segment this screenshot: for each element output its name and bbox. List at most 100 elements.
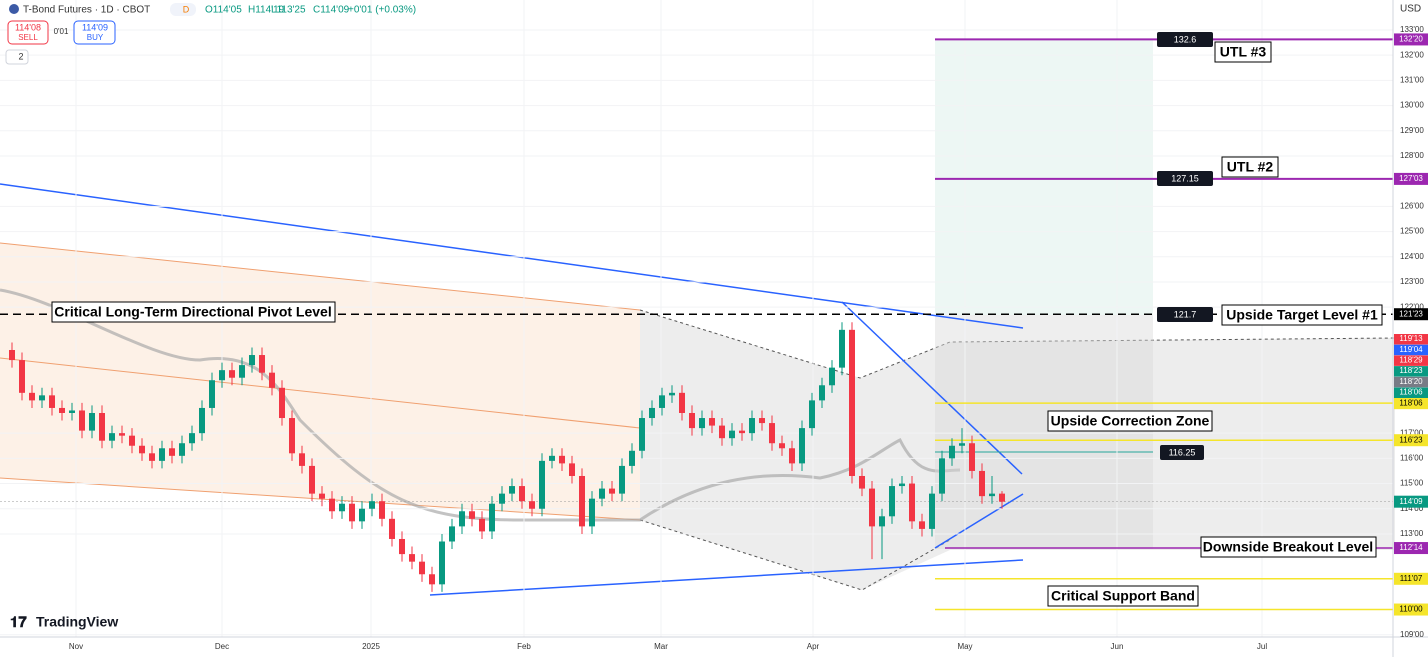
candle-body [139, 445, 145, 454]
indicator-toggle[interactable] [5, 49, 29, 65]
candle-body [569, 463, 575, 476]
annotation-box [1214, 41, 1272, 63]
candle-body [79, 410, 85, 431]
price-tag [1394, 434, 1428, 447]
annotation-box [1200, 536, 1377, 558]
x-tick-label: Jun [1111, 642, 1124, 651]
annotation: UTL #2 [1227, 159, 1274, 175]
small-tag [1157, 307, 1213, 322]
x-tick-label: Mar [654, 642, 668, 651]
candle-body [229, 370, 235, 378]
candle-body [779, 443, 785, 449]
buy-button[interactable] [73, 20, 116, 45]
candle-body [709, 418, 715, 426]
candle-body [579, 475, 585, 527]
candle-body [839, 329, 845, 368]
candle-body [69, 410, 75, 413]
sell-label[interactable]: SELL [18, 33, 38, 42]
annotations: Critical Long-Term Directional Pivot Lev… [51, 32, 1383, 607]
price-tag [1394, 572, 1428, 585]
candle-body [849, 329, 855, 476]
annotation: Critical Support Band [1051, 588, 1195, 604]
candle-body [879, 516, 885, 527]
candle-body [159, 448, 165, 461]
price-tag [1394, 376, 1428, 388]
price-tag [1394, 542, 1428, 555]
candle-body [459, 511, 465, 527]
annotation: UTL #3 [1220, 44, 1267, 60]
candle-body [379, 501, 385, 519]
candle-body [429, 574, 435, 585]
candle-body [439, 541, 445, 585]
trend-line [841, 301, 1023, 475]
currency: USD [1400, 4, 1421, 15]
candle-body [409, 554, 415, 562]
candle-body [499, 493, 505, 504]
candle-body [209, 380, 215, 408]
y-tick-label: 130'00 [1400, 101, 1424, 110]
candle-body [189, 433, 195, 444]
y-tick-label: 132'00 [1400, 50, 1424, 59]
candle-body [789, 448, 795, 464]
indicator-count[interactable]: 2 [18, 51, 23, 61]
candle-body [519, 486, 525, 502]
price-tag [1394, 344, 1428, 356]
candle-body [559, 455, 565, 464]
annotation: Downside Breakout Level [1203, 539, 1373, 555]
annotation-box [1047, 585, 1199, 607]
candle-body [49, 395, 55, 408]
sell-price[interactable]: 114'08 [15, 22, 41, 32]
sell-button[interactable] [7, 20, 49, 45]
candle-body [649, 407, 655, 419]
y-tick-label: 113'00 [1400, 529, 1424, 538]
channel-line [0, 477, 641, 521]
ohlc-change: +0'01 (+0.03%) [348, 5, 416, 16]
candle-body [199, 407, 205, 434]
price-tag [1394, 387, 1428, 398]
y-tick-label: 128'00 [1400, 151, 1424, 160]
price-tag-label: 118'06 [1399, 388, 1423, 397]
price-tag-label: 121'23 [1399, 309, 1423, 318]
candle-body [629, 450, 635, 466]
small-tag-text: 116.25 [1169, 447, 1196, 457]
small-tag-text: 127.15 [1171, 173, 1199, 183]
candle-body [899, 483, 905, 487]
candle-body [909, 483, 915, 522]
price-tag [1394, 334, 1428, 345]
candle-body [179, 443, 185, 456]
annotation-box [51, 301, 336, 323]
candle-body [489, 503, 495, 532]
candle-body [719, 425, 725, 439]
small-tag-text: 132.6 [1174, 34, 1197, 44]
x-tick-label: May [957, 642, 972, 651]
spread: 0'01 [54, 27, 69, 36]
price-tag-label: 111'07 [1400, 574, 1423, 583]
price-tag [1394, 603, 1428, 616]
y-tick-label: 124'00 [1400, 252, 1424, 261]
candle-body [869, 488, 875, 527]
trend-line [0, 183, 1024, 329]
x-tick-label: 2025 [362, 642, 380, 651]
trend-line [934, 493, 1024, 549]
candle-body [969, 443, 975, 471]
y-tick-label: 125'00 [1400, 227, 1424, 236]
y-tick-label: 126'00 [1400, 201, 1424, 210]
candle-body [809, 400, 815, 429]
price-tag [1394, 308, 1428, 321]
candle-body [309, 465, 315, 494]
buy-price[interactable]: 114'09 [82, 22, 108, 32]
y-tick-label: 122'00 [1400, 302, 1424, 311]
band-line [0, 288, 961, 522]
header: T-Bond Futures · 1D · CBOT D O114'05 H11… [5, 3, 416, 631]
small-tag [1160, 445, 1204, 460]
candle-body [729, 430, 735, 439]
candle-body [689, 412, 695, 429]
price-tag [1394, 33, 1428, 46]
candle-body [679, 392, 685, 413]
candle-body [669, 392, 675, 396]
buy-label[interactable]: BUY [87, 33, 104, 42]
candle-body [549, 455, 555, 461]
candle-body [739, 430, 745, 434]
y-tick-label: 117'00 [1400, 428, 1424, 437]
